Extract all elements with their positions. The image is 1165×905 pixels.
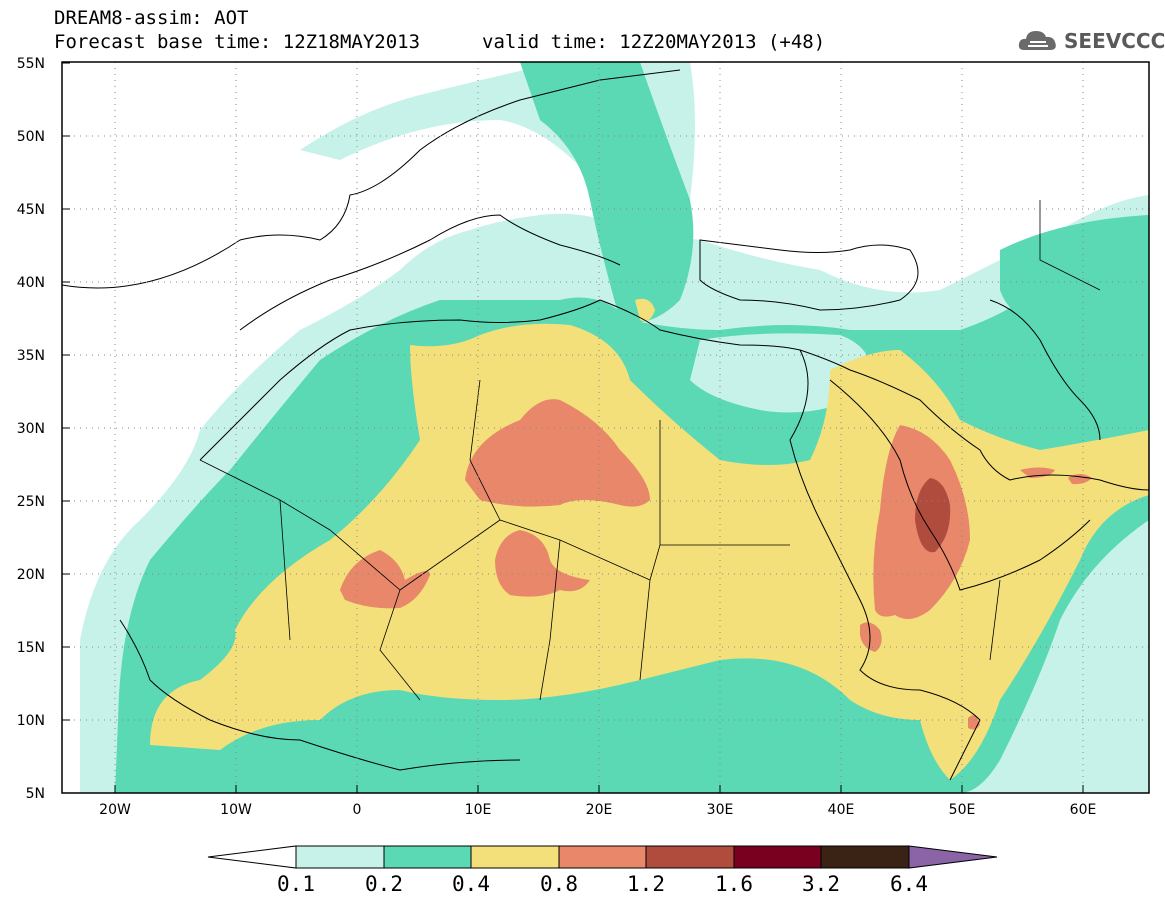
colorbar-label: 0.1	[277, 872, 315, 896]
colorbar-label: 6.4	[890, 872, 928, 896]
colorbar-min-arrow	[207, 845, 297, 869]
lat-label: 50N	[17, 129, 45, 145]
logo-text: SEEVCCC	[1064, 29, 1165, 53]
colorbar-labels: 0.1 0.2 0.4 0.8 1.2 1.6 3.2 6.4	[277, 872, 928, 896]
lat-label: 15N	[17, 640, 45, 656]
colorbar-label: 1.2	[627, 872, 665, 896]
map-title: DREAM8-assim: AOT	[54, 7, 249, 29]
aot-contour-0.8	[465, 399, 650, 507]
colorbar-swatch	[295, 845, 385, 869]
lat-label: 25N	[17, 494, 45, 510]
lon-label: 60E	[1070, 802, 1097, 818]
lat-label: 10N	[17, 713, 45, 729]
lon-labels: 20W 10W 0 10E 20E 30E 40E 50E 60E	[99, 802, 1096, 818]
lat-label: 40N	[17, 275, 45, 291]
lat-label: 35N	[17, 348, 45, 364]
colorbar-swatch	[820, 845, 910, 869]
colorbar	[207, 845, 998, 869]
lat-labels: 55N 50N 45N 40N 35N 30N 25N 20N 15N 10N …	[17, 56, 45, 802]
colorbar-label: 3.2	[802, 872, 840, 896]
colorbar-label: 1.6	[715, 872, 753, 896]
lon-label: 20E	[586, 802, 613, 818]
lon-label: 50E	[949, 802, 976, 818]
base-time-label: Forecast base time: 12Z18MAY2013	[54, 31, 421, 53]
lon-label: 10W	[220, 802, 252, 818]
lat-label: 45N	[17, 202, 45, 218]
colorbar-label: 0.4	[452, 872, 490, 896]
cloud-icon	[1018, 31, 1056, 50]
lat-label: 5N	[26, 786, 45, 802]
colorbar-swatch	[470, 845, 560, 869]
lon-label: 0	[353, 802, 362, 818]
lat-label: 55N	[17, 56, 45, 72]
lat-label: 20N	[17, 567, 45, 583]
colorbar-label: 0.2	[365, 872, 403, 896]
valid-time-label: valid time: 12Z20MAY2013 (+48)	[482, 31, 826, 53]
colorbar-max-arrow	[908, 845, 998, 869]
colorbar-swatch	[558, 845, 647, 869]
colorbar-swatch	[383, 845, 472, 869]
coastlines	[62, 69, 1149, 781]
borders	[199, 200, 1101, 701]
colorbar-swatch	[645, 845, 735, 869]
lat-label: 30N	[17, 421, 45, 437]
lon-label: 10E	[465, 802, 492, 818]
tick-marks	[62, 62, 1084, 794]
colorbar-swatch	[733, 845, 822, 869]
lon-label: 20W	[99, 802, 131, 818]
aot-field	[62, 62, 1149, 793]
lon-label: 40E	[828, 802, 855, 818]
colorbar-label: 0.8	[540, 872, 578, 896]
lon-label: 30E	[707, 802, 734, 818]
aot-contour-1.2	[915, 478, 951, 553]
